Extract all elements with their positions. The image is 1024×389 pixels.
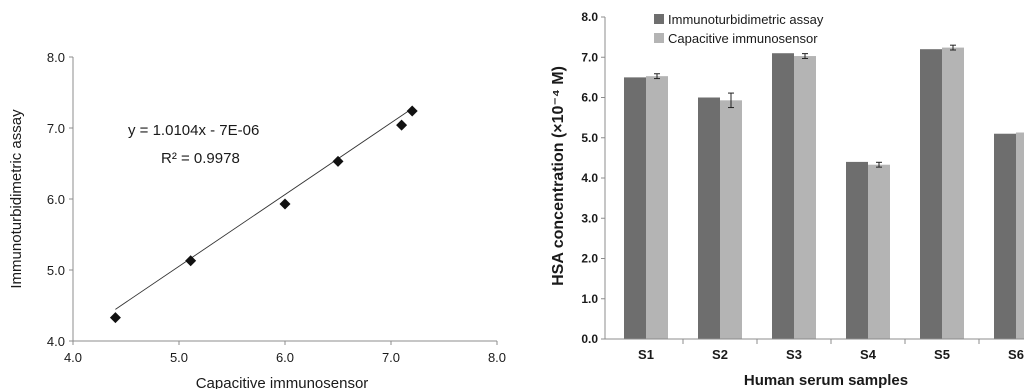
category-label: S1 — [638, 347, 654, 362]
bar-y-tick-label: 8.0 — [581, 10, 598, 24]
scatter-point — [279, 198, 291, 210]
error-bar — [654, 73, 660, 80]
error-bar — [876, 161, 882, 168]
scatter-x-tick-label: 7.0 — [382, 350, 400, 365]
scatter-point — [185, 255, 197, 267]
bar-immunoturbidimetric — [698, 97, 720, 339]
scatter-y-tick-label: 8.0 — [47, 50, 65, 65]
error-bar — [950, 44, 956, 51]
bar-capacitive — [794, 56, 816, 339]
bar-y-tick-label: 2.0 — [581, 252, 598, 266]
bar-y-tick-label: 1.0 — [581, 292, 598, 306]
scatter-point — [396, 119, 408, 131]
scatter-x-tick-label: 4.0 — [64, 350, 82, 365]
bar-capacitive — [942, 47, 964, 340]
bar-y-tick-label: 6.0 — [581, 91, 598, 105]
legend-swatch-immunoturbidimetric — [654, 14, 664, 24]
scatter-x-tick-label: 5.0 — [170, 350, 188, 365]
bar-chart: 0.0 1.0 2.0 3.0 4.0 5.0 6.0 7.0 8.0 S1 S2 S3 S4 S5 S6… — [550, 10, 1024, 389]
bar-immunoturbidimetric — [846, 161, 868, 339]
scatter-point — [406, 105, 418, 117]
scatter-y-tick-label: 6.0 — [47, 192, 65, 207]
scatter-y-tick-label: 4.0 — [47, 334, 65, 349]
bar-y-tick-label: 0.0 — [581, 332, 598, 346]
scatter-x-tick-label: 8.0 — [488, 350, 506, 365]
bar-capacitive — [868, 164, 890, 339]
bar-y-tick-label: 7.0 — [581, 50, 598, 64]
scatter-x-axis-title: Capacitive immunosensor — [196, 375, 369, 389]
bar-capacitive — [720, 100, 742, 339]
bar-immunoturbidimetric — [624, 77, 646, 339]
scatter-y-tick-label: 7.0 — [47, 121, 65, 136]
scatter-y-tick-label: 5.0 — [47, 263, 65, 278]
bar-immunoturbidimetric — [772, 53, 794, 339]
scatter-x-tick-label: 6.0 — [276, 350, 294, 365]
trendline — [115, 108, 413, 310]
error-bar — [802, 53, 808, 59]
category-label: S4 — [860, 347, 877, 362]
bar-y-tick-label: 5.0 — [581, 131, 598, 145]
scatter-point — [332, 155, 344, 167]
bar-y-axis-title: HSA concentration (×10⁻⁴ M) — [550, 66, 567, 286]
legend-swatch-capacitive — [654, 33, 664, 43]
bar-capacitive — [1016, 132, 1024, 339]
bar-immunoturbidimetric — [994, 133, 1016, 339]
error-bar — [728, 92, 734, 109]
scatter-y-axis-title: Immunoturbidimetric assay — [8, 109, 25, 289]
trendline-equation: y = 1.0104x - 7E-06 — [128, 122, 259, 139]
category-label: S5 — [934, 347, 950, 362]
bar-y-tick-label: 3.0 — [581, 211, 598, 225]
category-label: S3 — [786, 347, 802, 362]
bar-y-tick-label: 4.0 — [581, 171, 598, 185]
bar-immunoturbidimetric — [920, 49, 942, 339]
category-label: S2 — [712, 347, 728, 362]
legend: Immunoturbidimetric assay Capacitive imm… — [654, 12, 824, 46]
bar-x-axis-title: Human serum samples — [744, 372, 908, 389]
bar-capacitive — [646, 76, 668, 339]
legend-label-capacitive: Capacitive immunosensor — [668, 31, 818, 46]
legend-label-immunoturbidimetric: Immunoturbidimetric assay — [668, 12, 824, 27]
r-squared-label: R² = 0.9978 — [161, 150, 240, 167]
category-label: S6 — [1008, 347, 1024, 362]
scatter-point — [109, 312, 121, 324]
scatter-chart: 4.0 5.0 6.0 7.0 8.0 4.0 5.0 6.0 7.0 8.0 y = 1.010… — [8, 50, 506, 389]
